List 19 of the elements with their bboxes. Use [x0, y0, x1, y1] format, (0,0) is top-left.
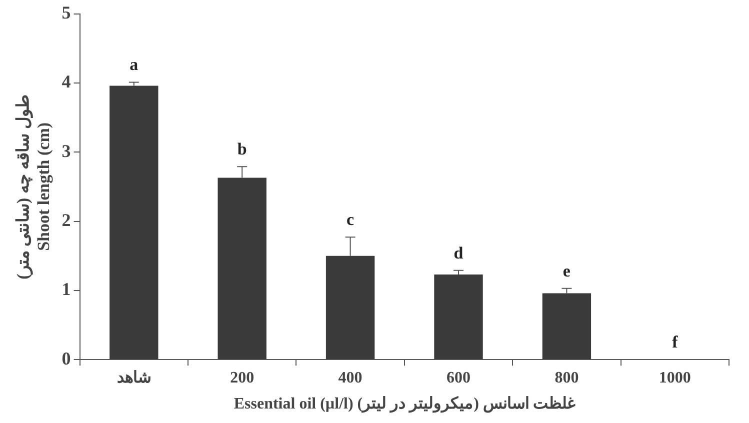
x-tick-label: شاهد [116, 369, 151, 386]
y-tick-label: 2 [62, 210, 71, 230]
annotation: d [454, 243, 464, 262]
y-tick-label: 3 [62, 140, 71, 161]
annotation: e [562, 261, 571, 280]
x-tick-label: 400 [338, 369, 362, 386]
y-tick-label: 1 [62, 279, 71, 300]
annotation: a [130, 55, 139, 74]
y-tick-label: 4 [62, 72, 71, 92]
x-axis-title: Essential oil (µl/l) غلظت اسانس (میکرولیتر در لیتر) [234, 396, 576, 414]
x-tick-label: 200 [230, 369, 254, 386]
x-tick-label: 800 [554, 369, 579, 386]
annotation: b [237, 140, 247, 159]
x-tick-label: 1000 [658, 369, 691, 386]
annotation: f [672, 332, 678, 352]
y-tick-label: 0 [62, 348, 71, 368]
x-tick-label: 600 [446, 369, 470, 386]
annotation: c [346, 210, 355, 230]
y-tick-label: 5 [62, 2, 71, 22]
